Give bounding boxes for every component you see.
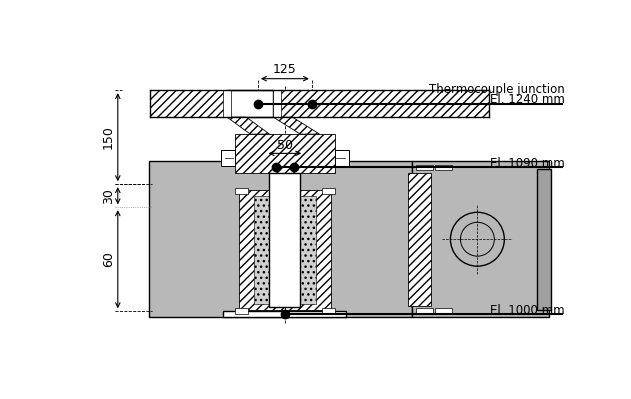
Bar	[239, 190, 331, 310]
Bar	[408, 173, 431, 306]
Text: El. 1090 mm: El. 1090 mm	[490, 157, 564, 170]
Bar	[254, 196, 316, 304]
Text: 150: 150	[102, 125, 115, 149]
Polygon shape	[227, 117, 269, 134]
Polygon shape	[273, 117, 319, 134]
Text: 50: 50	[277, 139, 293, 152]
Bar	[412, 161, 549, 317]
Bar	[223, 90, 231, 117]
Bar	[235, 308, 248, 314]
Bar	[335, 150, 349, 166]
Bar	[150, 90, 227, 117]
Text: El. 1240 mm: El. 1240 mm	[490, 93, 564, 107]
Bar	[435, 165, 452, 170]
Bar	[148, 161, 412, 317]
Bar	[235, 188, 248, 194]
Bar	[221, 150, 235, 166]
Bar	[322, 188, 335, 194]
Bar	[416, 308, 433, 314]
Text: Thermocouple junction: Thermocouple junction	[428, 83, 564, 96]
Bar	[227, 90, 273, 117]
Text: 60: 60	[102, 251, 115, 267]
Text: El. 1000 mm: El. 1000 mm	[490, 304, 564, 317]
Bar	[235, 134, 335, 173]
Bar	[223, 311, 346, 317]
Bar	[269, 173, 300, 307]
Bar	[435, 308, 452, 314]
Text: 30: 30	[102, 188, 115, 203]
Bar	[269, 173, 300, 306]
Bar	[273, 90, 489, 117]
Bar	[416, 165, 433, 170]
Bar	[322, 308, 335, 314]
Text: 125: 125	[273, 63, 297, 76]
Bar	[273, 90, 281, 117]
Bar	[538, 169, 551, 310]
